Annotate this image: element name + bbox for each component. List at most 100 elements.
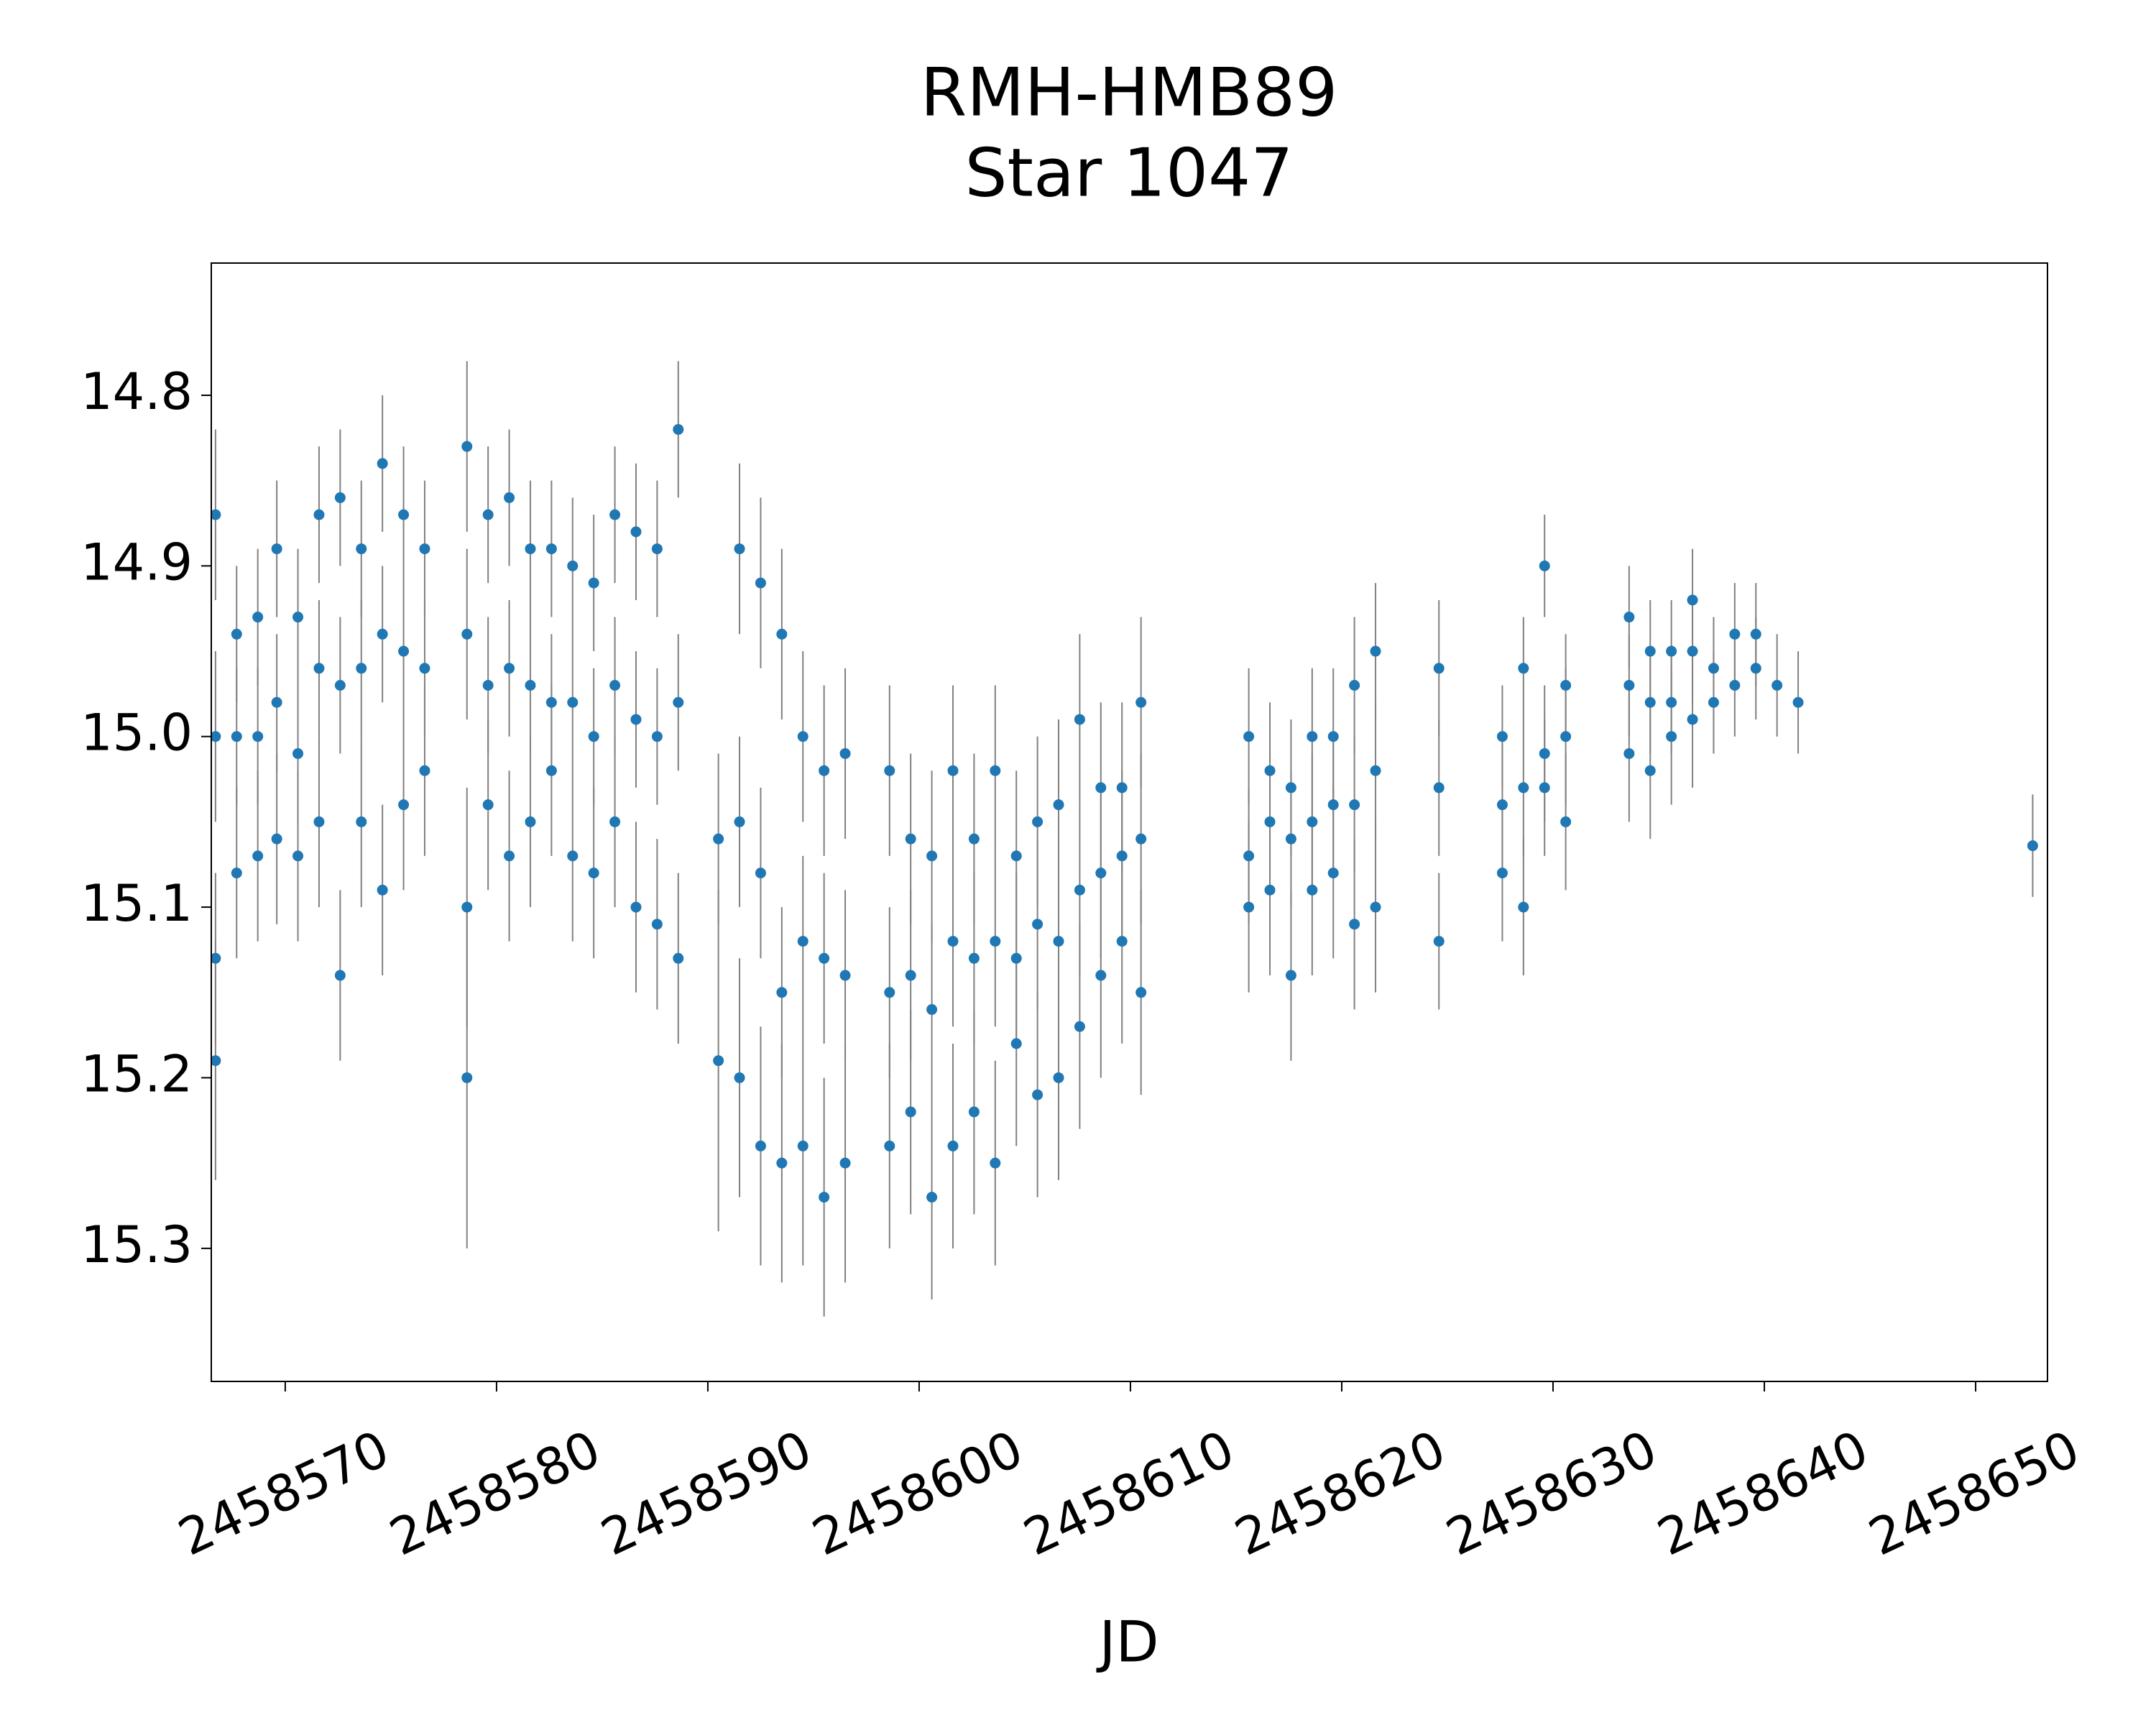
data-point	[482, 680, 494, 691]
data-point	[673, 696, 684, 708]
data-point	[1053, 799, 1064, 811]
data-point	[334, 970, 346, 981]
data-point	[839, 970, 851, 981]
data-point	[1623, 612, 1635, 623]
data-point	[1433, 782, 1445, 794]
data-point	[1285, 970, 1296, 981]
y-tick-label: 15.3	[80, 1215, 193, 1274]
data-point	[545, 543, 557, 555]
data-point	[926, 850, 938, 862]
data-point	[609, 816, 621, 827]
data-point	[211, 509, 221, 520]
data-point	[356, 543, 367, 555]
data-point	[1243, 731, 1255, 742]
data-point	[1518, 901, 1529, 913]
data-point	[461, 628, 473, 640]
data-point	[1243, 901, 1255, 913]
data-point	[1623, 748, 1635, 759]
data-point	[1095, 782, 1107, 794]
data-point	[609, 680, 621, 691]
data-point	[990, 765, 1001, 776]
data-point	[1074, 884, 1085, 896]
data-point	[630, 714, 642, 725]
data-point	[926, 1004, 938, 1016]
data-point	[1327, 731, 1339, 742]
data-point	[482, 799, 494, 811]
data-point	[1074, 714, 1085, 725]
data-point	[1644, 696, 1656, 708]
data-point	[504, 492, 515, 503]
data-point	[334, 492, 346, 503]
data-point	[1135, 696, 1147, 708]
data-point	[884, 765, 895, 776]
data-point	[1010, 952, 1022, 964]
data-point	[1053, 1072, 1064, 1083]
data-point	[356, 663, 367, 674]
y-tick-label: 14.8	[80, 362, 193, 421]
data-point	[734, 543, 745, 555]
data-point	[1135, 833, 1147, 845]
data-point	[839, 1157, 851, 1169]
data-point	[926, 1192, 938, 1203]
data-point	[1518, 782, 1529, 794]
data-point	[419, 663, 430, 674]
plot-area	[211, 361, 2038, 1317]
data-point	[545, 696, 557, 708]
data-point	[419, 765, 430, 776]
data-point	[1539, 782, 1550, 794]
data-point	[947, 765, 959, 776]
data-point	[630, 901, 642, 913]
data-point	[1307, 816, 1318, 827]
data-point	[231, 731, 242, 742]
data-point	[252, 731, 264, 742]
x-tick-label: 2458590	[592, 1419, 820, 1567]
data-point	[1666, 731, 1677, 742]
y-tick-label: 15.2	[80, 1045, 193, 1104]
data-point	[1666, 645, 1677, 657]
x-tick-label: 2458620	[1226, 1419, 1454, 1567]
data-point	[1095, 970, 1107, 981]
data-point	[1433, 936, 1445, 947]
data-point	[1687, 714, 1698, 725]
data-point	[461, 1072, 473, 1083]
data-point	[271, 833, 282, 845]
data-point	[252, 612, 264, 623]
data-point	[1349, 680, 1360, 691]
data-point	[292, 850, 304, 862]
data-point	[990, 1157, 1001, 1169]
y-tick-label: 15.0	[80, 704, 193, 763]
data-point	[271, 696, 282, 708]
data-point	[1370, 645, 1381, 657]
data-point	[334, 680, 346, 691]
data-point	[651, 919, 663, 930]
data-point	[884, 1140, 895, 1151]
data-point	[1750, 628, 1761, 640]
data-point	[1307, 731, 1318, 742]
data-point	[1750, 663, 1761, 674]
data-point	[1053, 936, 1064, 947]
data-point	[819, 952, 830, 964]
data-point	[1708, 696, 1719, 708]
data-point	[1687, 645, 1698, 657]
data-point	[525, 543, 536, 555]
data-point	[776, 628, 788, 640]
data-point	[1496, 868, 1508, 879]
data-point	[1327, 799, 1339, 811]
data-point	[567, 850, 579, 862]
data-point	[673, 952, 684, 964]
data-point	[313, 663, 325, 674]
data-point	[1539, 748, 1550, 759]
chart-subtitle: Star 1047	[965, 134, 1294, 211]
data-point	[588, 868, 599, 879]
data-point	[1687, 594, 1698, 606]
data-point	[1518, 663, 1529, 674]
data-point	[990, 936, 1001, 947]
data-point	[1264, 816, 1276, 827]
data-point	[819, 1192, 830, 1203]
data-point	[1135, 987, 1147, 998]
data-point	[797, 936, 808, 947]
data-point	[905, 833, 916, 845]
plot-frame	[211, 262, 2048, 1382]
x-tick-label: 2458650	[1860, 1419, 2088, 1567]
